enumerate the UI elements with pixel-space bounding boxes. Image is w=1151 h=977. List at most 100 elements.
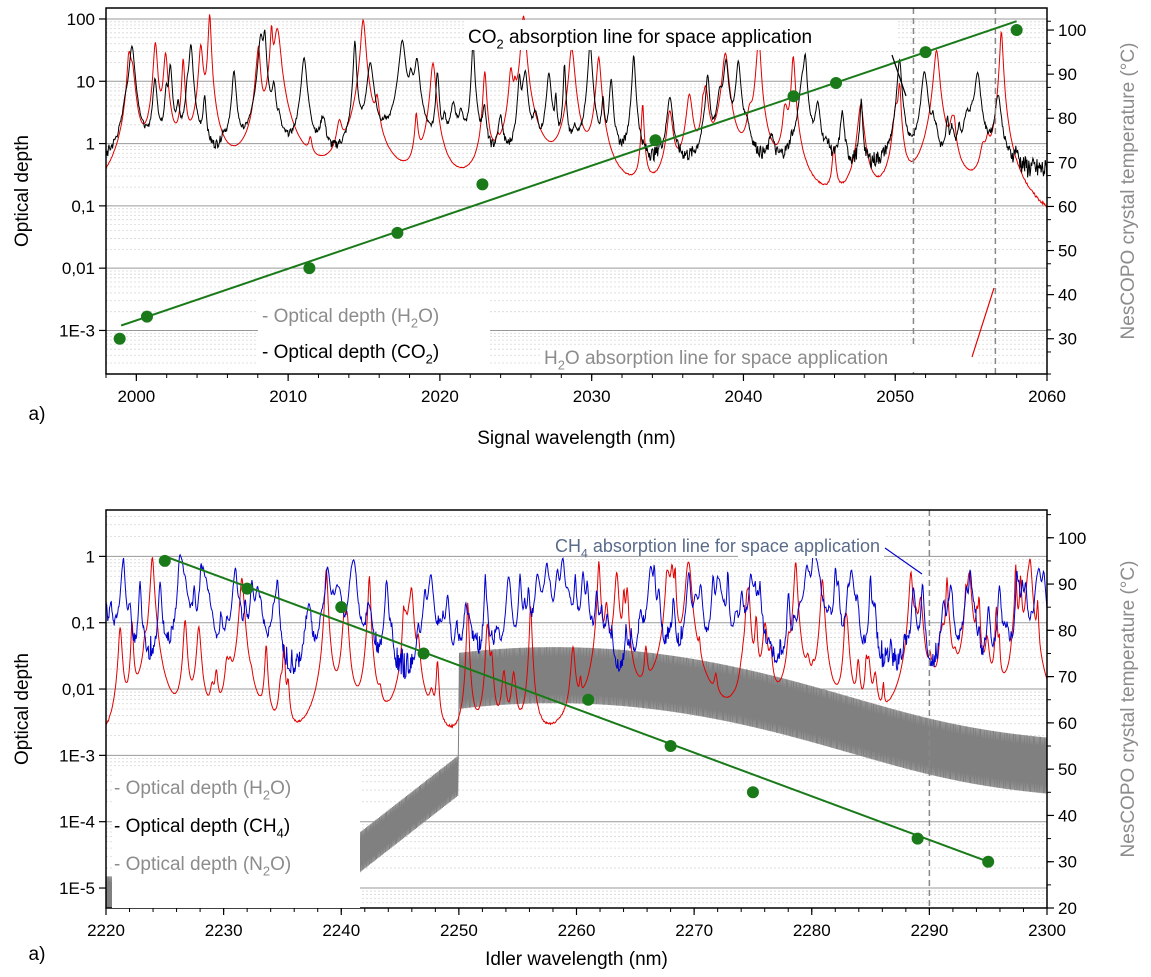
x-tick-label: 2010 [269, 387, 307, 406]
temperature-point [113, 332, 126, 345]
annotation-arrow-co2 [891, 54, 907, 97]
y-tick-label: 10 [76, 72, 95, 91]
y2-tick-label: 100 [1058, 21, 1086, 40]
temperature-point [241, 582, 254, 595]
chart-bottom: 2220 2230 2240 2250 2260 2270 2280 2290 230010,1… [12, 509, 1139, 970]
x-tick-label: 2030 [573, 387, 611, 406]
annotation-h2o-line-post: O absorption line for space application [565, 348, 888, 369]
legend-entry-ch4-sub: 4 [277, 826, 284, 841]
temperature-point [911, 832, 924, 845]
y2-tick-label: 70 [1058, 153, 1077, 172]
temperature-point [787, 90, 800, 103]
temperature-point [417, 647, 430, 660]
y2-axis-label: NesCOPO crystal temperature (°C) [1118, 43, 1139, 340]
legend-entry-h2o: - Optical depth (H2O) [262, 306, 439, 331]
annotation-h2o-line: H2O absorption line for space applicatio… [544, 348, 888, 373]
legend-entry-h2o-sub: 2 [411, 316, 418, 331]
temperature-point [391, 226, 404, 239]
legend-entry-h2o-pre: - Optical depth (H [114, 778, 263, 799]
x-tick-label: 2020 [421, 387, 459, 406]
y2-axis-label: NesCOPO crystal temperature (°C) [1118, 561, 1139, 858]
series-line-0 [106, 14, 1047, 208]
temperature-point [1010, 24, 1023, 37]
annotation-ch4-line-post: absorption line for space application [588, 536, 880, 556]
annotation-arrow-h2o [971, 287, 995, 358]
annotation-ch4-line-pre: CH [555, 536, 581, 556]
plot-frame [105, 7, 1048, 375]
annotation-co2-line-pre: CO [468, 27, 497, 48]
legend-entry-h2o-post: O) [270, 778, 291, 799]
x-tick-label: 2280 [793, 921, 831, 940]
y2-tick-label: 70 [1058, 668, 1077, 687]
legend-entry-n2o-pre: - Optical depth (N [114, 854, 263, 875]
x-axis-label: Signal wavelength (nm) [477, 428, 676, 449]
y2-tick-label: 40 [1058, 806, 1077, 825]
y2-tick-label: 100 [1058, 529, 1086, 548]
y2-tick-label: 90 [1058, 65, 1077, 84]
legend-background [258, 300, 490, 372]
temperature-fit-line [164, 555, 989, 863]
y-tick-label: 1E-5 [59, 879, 95, 898]
annotation-background [540, 346, 976, 372]
temperature-point [476, 178, 489, 191]
y2-tick-label: 20 [1058, 899, 1077, 918]
plot-area [106, 8, 1047, 374]
annotation-co2-line-sub: 2 [497, 37, 504, 52]
y-tick-label: 0,1 [71, 197, 95, 216]
y2-tick-label: 30 [1058, 853, 1077, 872]
y-tick-label: 100 [67, 10, 95, 29]
y2-tick-label: 30 [1058, 330, 1077, 349]
y2-tick-label: 40 [1058, 286, 1077, 305]
temperature-point [830, 76, 843, 89]
panel-label: a) [29, 944, 46, 965]
legend-entry-h2o-sub: 2 [263, 788, 270, 803]
x-tick-label: 2000 [117, 387, 155, 406]
legend-entry-ch4: - Optical depth (CH4) [114, 816, 290, 841]
temperature-point [982, 855, 995, 868]
legend-entry-n2o-post: O) [270, 854, 291, 875]
y2-tick-label: 60 [1058, 197, 1077, 216]
y2-tick-label: 80 [1058, 109, 1077, 128]
temperature-point [158, 554, 171, 567]
annotation-background [466, 20, 896, 50]
annotation-h2o-line-pre: H [544, 348, 558, 369]
series-line-1 [106, 29, 1047, 183]
x-tick-label: 2240 [322, 921, 360, 940]
temperature-point [664, 740, 677, 753]
legend-entry-co2-pre: - Optical depth (CO [262, 342, 426, 363]
y-tick-label: 1E-3 [59, 321, 95, 340]
legend-entry-h2o-pre: - Optical depth (H [262, 306, 411, 327]
y2-tick-label: 50 [1058, 242, 1077, 261]
temperature-point [746, 786, 759, 799]
temperature-point [303, 262, 316, 275]
x-tick-label: 2050 [876, 387, 914, 406]
legend-entry-ch4-post: ) [284, 816, 290, 837]
x-tick-label: 2220 [87, 921, 125, 940]
x-tick-label: 2260 [558, 921, 596, 940]
legend-entry-co2-post: ) [433, 342, 439, 363]
y2-tick-label: 50 [1058, 760, 1077, 779]
annotation-ch4-line: CH4 absorption line for space applicatio… [555, 536, 880, 560]
annotation-co2-line-post: absorption line for space application [504, 27, 812, 48]
x-tick-label: 2290 [910, 921, 948, 940]
y-tick-label: 0,1 [71, 614, 95, 633]
y-axis-label: Optical depth [12, 653, 33, 765]
x-tick-label: 2230 [205, 921, 243, 940]
y-tick-label: 0,01 [62, 259, 95, 278]
y-tick-label: 1E-3 [59, 746, 95, 765]
annotation-co2-line: CO2 absorption line for space applicatio… [468, 27, 812, 52]
legend-background [112, 766, 360, 908]
chart-top: 2000 2010 2020 2030 2040 2050 2060 100 10 1 0,1 0,0… [12, 7, 1139, 449]
x-tick-label: 2040 [725, 387, 763, 406]
legend-entry-co2: - Optical depth (CO2) [262, 342, 439, 367]
legend-entry-n2o-sub: 2 [263, 864, 270, 879]
x-tick-label: 2270 [675, 921, 713, 940]
legend-entry-ch4-pre: - Optical depth (CH [114, 816, 277, 837]
grid [106, 18, 1047, 375]
series-line-1 [106, 557, 1047, 729]
annotation-background [738, 530, 884, 558]
legend-entry-co2-sub: 2 [426, 352, 433, 367]
temperature-point [140, 310, 153, 323]
x-tick-label: 2250 [440, 921, 478, 940]
